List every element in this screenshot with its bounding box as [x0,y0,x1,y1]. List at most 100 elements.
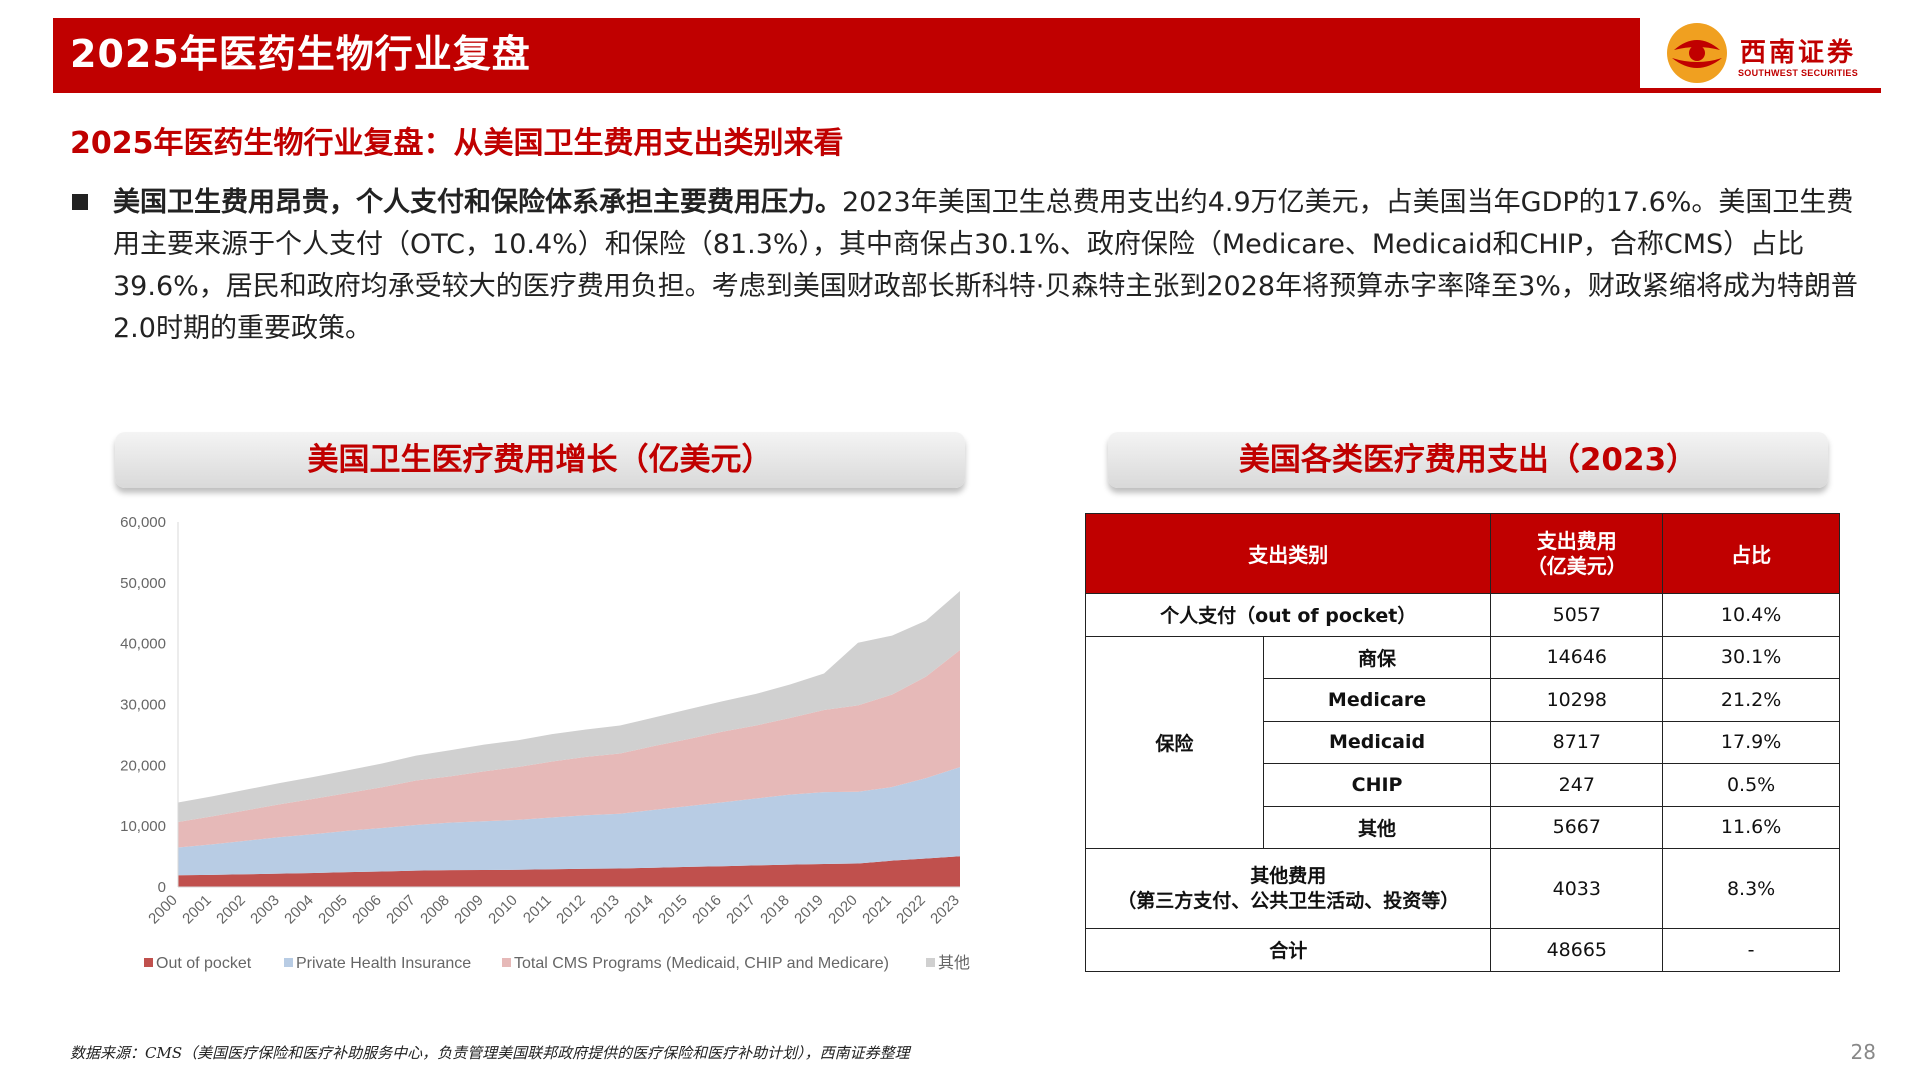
page-title: 2025年医药生物行业复盘 [70,32,531,76]
row-label: 其他费用 （第三方支付、公共卫生活动、投资等） [1084,848,1492,929]
row-value: 14646 [1490,635,1664,679]
x-tick-label: 2017 [723,892,759,928]
table-row: 其他费用 （第三方支付、公共卫生活动、投资等） 4033 8.3% [1084,848,1840,929]
stacked-area-chart: 0 10,000 20,000 30,000 40,000 50,000 60,000 200… [120,514,970,972]
y-tick-label: 60,000 [120,514,166,531]
x-tick-label: 2013 [587,892,623,928]
row-label: 其他 [1262,805,1492,849]
legend-label-3: 其他 [938,954,970,972]
area-series-0 [178,856,960,887]
row-value: 48665 [1490,928,1664,972]
legend-label-1: Private Health Insurance [296,955,471,972]
row-pct: 10.4% [1662,593,1840,637]
row-label: 合计 [1084,928,1492,972]
y-tick-label: 10,000 [120,818,166,835]
table-row: CHIP 247 0.5% [1086,763,1840,807]
row-pct: 17.9% [1662,720,1840,764]
section-subtitle: 2025年医药生物行业复盘：从美国卫生费用支出类别来看 [70,126,844,161]
table-row: Medicaid 8717 17.9% [1086,720,1840,764]
x-tick-label: 2005 [315,892,351,928]
y-tick-label: 0 [158,879,166,896]
row-label: 商保 [1262,635,1492,679]
x-tick-label: 2010 [485,892,521,928]
row-value: 5667 [1490,805,1664,849]
x-tick-label: 2004 [281,892,317,928]
row-pct: - [1662,928,1840,972]
source-note: 数据来源：CMS（美国医疗保险和医疗补助服务中心，负责管理美国联邦政府提供的医疗… [70,1044,910,1062]
row-value: 4033 [1490,848,1664,929]
y-tick-label: 20,000 [120,757,166,774]
x-tick-label: 2002 [213,892,249,928]
page-number: 28 [1850,1040,1876,1064]
x-tick-label: 2011 [520,892,555,927]
header-bar [53,18,1640,92]
x-tick-label: 2003 [247,892,283,928]
row-label: CHIP [1262,763,1492,807]
legend-swatch-2 [502,958,511,967]
insurance-group-label: 保险 [1085,635,1264,849]
x-tick-label: 2007 [383,892,419,928]
row-pct: 21.2% [1662,678,1840,722]
table-row: 个人支付（out of pocket） 5057 10.4% [1084,593,1840,637]
bullet-square-icon [72,194,88,210]
x-tick-label: 2008 [417,892,453,928]
row-value: 8717 [1490,720,1664,764]
legend-swatch-1 [284,958,293,967]
x-tick-label: 2012 [553,892,589,928]
table-row: 其他 5667 11.6% [1086,805,1840,849]
x-tick-label: 2006 [349,892,385,928]
legend-label-0: Out of pocket [156,955,252,972]
table-row: 保险 商保 14646 30.1% [1085,635,1840,849]
table-header-value: 支出费用 （亿美元） [1490,513,1664,594]
logo-text-en: SOUTHWEST SECURITIES [1738,68,1859,78]
row-label: 个人支付（out of pocket） [1084,593,1492,637]
area-series-3 [178,590,960,822]
x-tick-label: 2019 [791,892,827,928]
body-paragraph: 美国卫生费用昂贵，个人支付和保险体系承担主要费用压力。2023年美国卫生总费用支… [113,182,1873,350]
other-label-line2: （第三方支付、公共卫生活动、投资等） [1117,889,1460,912]
row-label: Medicare [1262,678,1492,722]
logo-emblem-icon [1667,23,1727,83]
legend-swatch-3 [926,958,935,967]
expense-table: 支出类别 支出费用 （亿美元） 占比 个人支付（out of pocket） 5… [1084,513,1840,972]
table-row: Medicare 10298 21.2% [1086,678,1840,722]
chart-panel-title: 美国卫生医疗费用增长（亿美元） [115,432,965,488]
row-pct: 8.3% [1662,848,1840,929]
x-tick-label: 2001 [179,892,215,928]
table-row: 合计 48665 - [1084,928,1840,972]
x-tick-label: 2018 [757,892,793,928]
body-rest: 2023年美国卫生总费用支出约4.9万亿美元，占美国当年GDP的17.6%。美国… [113,187,1858,344]
x-tick-label: 2015 [655,892,691,928]
y-tick-label: 50,000 [120,575,166,592]
body-bold-lead: 美国卫生费用昂贵，个人支付和保险体系承担主要费用压力。 [113,187,842,218]
x-tick-label: 2022 [893,892,929,928]
row-pct: 0.5% [1662,763,1840,807]
other-label-line1: 其他费用 [1250,864,1327,887]
x-tick-label: 2016 [689,892,725,928]
legend-swatch-0 [144,958,153,967]
table-header-pct: 占比 [1662,513,1840,594]
y-tick-label: 30,000 [120,697,166,714]
area-series-1 [178,767,960,876]
y-tick-label: 40,000 [120,636,166,653]
row-value: 10298 [1490,678,1664,722]
x-tick-label: 2009 [451,892,487,928]
x-tick-label: 2021 [859,892,895,928]
row-value: 5057 [1490,593,1664,637]
legend-label-2: Total CMS Programs (Medicaid, CHIP and M… [514,955,889,972]
row-pct: 30.1% [1662,635,1840,679]
table-panel-title: 美国各类医疗费用支出（2023） [1108,432,1828,488]
x-tick-label: 2014 [621,892,657,928]
row-label: Medicaid [1262,720,1492,764]
logo-text-cn: 西南证券 [1740,38,1857,68]
x-tick-label: 2020 [825,892,861,928]
area-series-2 [178,649,960,848]
company-logo: 西南证券 SOUTHWEST SECURITIES [1662,18,1882,88]
x-tick-label: 2000 [145,892,181,928]
header-underline [53,88,1881,93]
row-value: 247 [1490,763,1664,807]
table-header-category: 支出类别 [1084,513,1492,594]
x-tick-label: 2023 [927,892,963,928]
row-pct: 11.6% [1662,805,1840,849]
table-header-row: 支出类别 支出费用 （亿美元） 占比 [1084,513,1840,594]
